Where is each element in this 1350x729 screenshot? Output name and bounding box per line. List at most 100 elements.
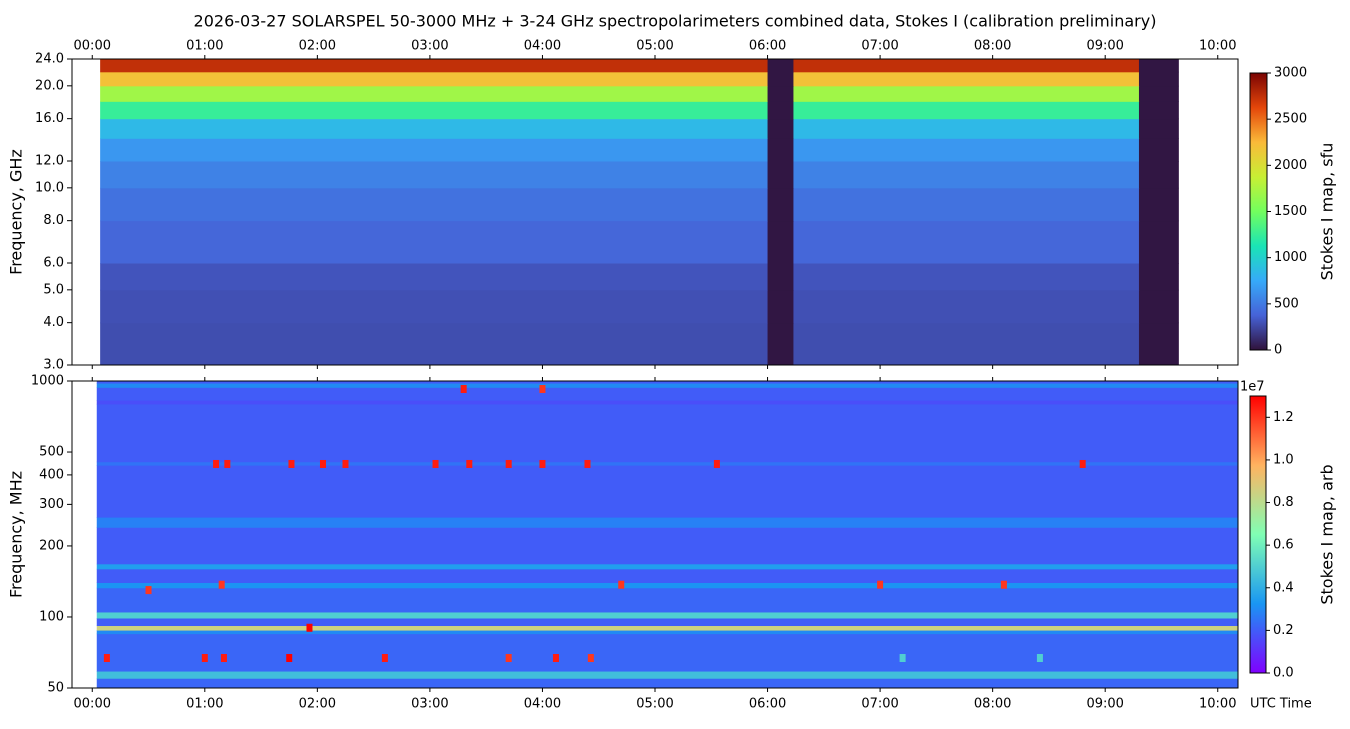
heatmap-cell [96, 678, 1239, 689]
colorbar-tick-label: 500 [1274, 296, 1299, 311]
colorbar-tick-label: 3000 [1274, 66, 1307, 81]
heatmap-cell [1138, 59, 1179, 73]
colorbar-tick-label: 2500 [1274, 112, 1307, 127]
x-tick-label: 00:00 [74, 39, 111, 54]
burst [1036, 654, 1043, 663]
y-tick-label: 4.0 [43, 315, 64, 330]
heatmap-cell [96, 461, 1239, 466]
y-tick-label: 400 [39, 467, 64, 482]
heatmap-cell [793, 161, 1140, 189]
heatmap-cell [767, 118, 794, 139]
heatmap-cell [96, 381, 1239, 384]
heatmap-cell [96, 625, 1239, 631]
heatmap-cell [1138, 220, 1179, 264]
y-tick-label: 10.0 [35, 180, 64, 195]
burst [319, 459, 326, 468]
heatmap-cell [96, 633, 1239, 672]
heatmap-cell [1138, 101, 1179, 120]
y-tick-label: 24.0 [35, 52, 64, 67]
heatmap-cell [100, 322, 769, 366]
heatmap-cell [767, 85, 794, 102]
heatmap-cell [100, 187, 769, 222]
colorbar-tick-label: 0.6 [1273, 538, 1294, 553]
heatmap-cell [100, 220, 769, 264]
burst [539, 459, 546, 468]
x-tick-label: 08:00 [974, 697, 1011, 712]
heatmap-cell [1138, 71, 1179, 87]
colorbar-tick-label: 1.2 [1273, 410, 1294, 425]
burst [220, 654, 227, 663]
heatmap-cell [1138, 118, 1179, 139]
x-tick-label: 02:00 [299, 697, 336, 712]
heatmap-cell [793, 59, 1140, 73]
colorbar-label: Stokes I map, sfu [1318, 143, 1337, 281]
y-tick-label: 100 [39, 609, 64, 624]
heatmap-cell [767, 187, 794, 222]
burst [713, 459, 720, 468]
colorbar-offset-label: 1e7 [1240, 380, 1265, 395]
heatmap-cell [793, 71, 1140, 87]
x-tick-label: 01:00 [186, 697, 223, 712]
burst [224, 459, 231, 468]
y-tick-label: 300 [39, 497, 64, 512]
y-tick-label: 200 [39, 538, 64, 553]
x-tick-label: 07:00 [861, 39, 898, 54]
y-axis-label: Frequency, GHz [7, 149, 26, 275]
x-tick-label: 03:00 [411, 39, 448, 54]
heatmap-cell [1138, 289, 1179, 324]
y-tick-label: 20.0 [35, 78, 64, 93]
heatmap-cell [1138, 322, 1179, 366]
heatmap-cell [1138, 138, 1179, 162]
heatmap-cell [1138, 161, 1179, 189]
colorbar-tick-label: 1000 [1274, 250, 1307, 265]
burst [342, 459, 349, 468]
chart-title: 2026-03-27 SOLARSPEL 50-3000 MHz + 3-24 … [194, 12, 1157, 31]
heatmap-cell [100, 118, 769, 139]
burst [145, 586, 152, 595]
burst [505, 654, 512, 663]
heatmap-cell [1138, 187, 1179, 222]
heatmap-cell [793, 220, 1140, 264]
heatmap-cell [767, 71, 794, 87]
x-tick-label: 10:00 [1199, 39, 1236, 54]
x-tick-label: 05:00 [636, 39, 673, 54]
colorbar-tick-label: 2000 [1274, 158, 1307, 173]
heatmap-cell [767, 138, 794, 162]
heatmap-cell [96, 527, 1239, 565]
x-tick-label: 04:00 [524, 39, 561, 54]
heatmap-cell [100, 289, 769, 324]
y-tick-label: 6.0 [43, 256, 64, 271]
heatmap-cell [96, 387, 1239, 401]
burst [460, 384, 467, 393]
burst [103, 654, 110, 663]
burst [539, 384, 546, 393]
heatmap-cell [793, 187, 1140, 222]
heatmap-cell [793, 322, 1140, 366]
burst [505, 459, 512, 468]
y-tick-label: 3.0 [43, 358, 64, 373]
heatmap-cell [793, 118, 1140, 139]
burst [213, 459, 220, 468]
heatmap-cell [96, 568, 1239, 583]
y-tick-label: 8.0 [43, 213, 64, 228]
burst [201, 654, 208, 663]
x-tick-label: 02:00 [299, 39, 336, 54]
heatmap-cell [767, 289, 794, 324]
heatmap-cell [767, 322, 794, 366]
burst [1079, 459, 1086, 468]
colorbar-tick-label: 0.2 [1273, 623, 1294, 638]
heatmap-cell [100, 263, 769, 291]
heatmap-cell [767, 263, 794, 291]
colorbar-tick-label: 1500 [1274, 204, 1307, 219]
colorbar [1249, 395, 1267, 674]
x-tick-label: 08:00 [974, 39, 1011, 54]
heatmap-cell [793, 85, 1140, 102]
heatmap-cell [96, 630, 1239, 635]
x-tick-label: 09:00 [1086, 39, 1123, 54]
heatmap-cell [96, 400, 1239, 405]
x-tick-label: 03:00 [411, 697, 448, 712]
heatmap-cell [100, 101, 769, 120]
heatmap-cell [793, 263, 1140, 291]
burst [587, 654, 594, 663]
burst [584, 459, 591, 468]
